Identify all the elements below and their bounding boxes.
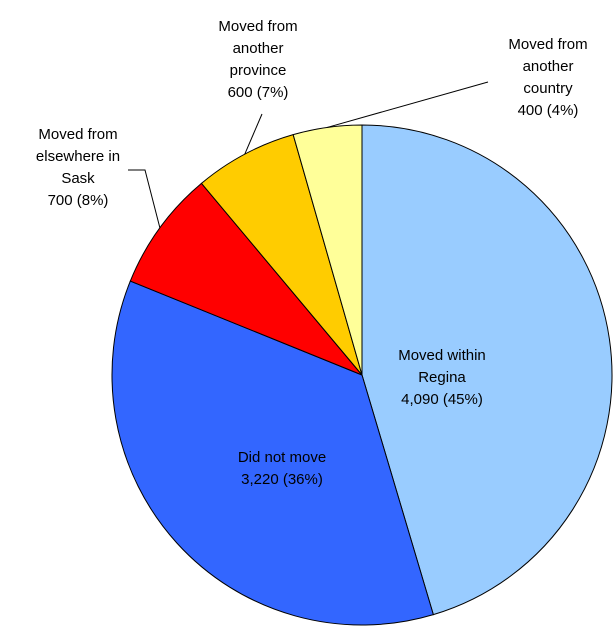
slice-label: Moved from another province 600 (7%) [208, 16, 308, 104]
leader-line [244, 113, 263, 155]
slice-name: Moved from elsewhere in Sask [35, 126, 121, 187]
slice-value: 700 (8%) [47, 192, 109, 209]
slice-label: Moved within Regina 4,090 (45%) [387, 345, 497, 411]
slice-value: 3,220 (36%) [241, 471, 323, 488]
slice-name: Moved within Regina [398, 347, 486, 386]
pie-slice [111, 280, 434, 626]
slice-name: Moved from another country [508, 36, 588, 97]
slice-label: Moved from another country 400 (4%) [498, 34, 598, 122]
slice-value: 4,090 (45%) [401, 391, 483, 408]
pie-slice [361, 124, 613, 616]
slice-value: 400 (4%) [517, 102, 579, 119]
slice-name: Moved from another province [218, 18, 298, 79]
slice-label: Moved from elsewhere in Sask 700 (8%) [28, 124, 128, 212]
slice-label: Did not move 3,220 (36%) [217, 447, 347, 491]
leader-line [128, 169, 161, 228]
slice-value: 600 (7%) [227, 84, 289, 101]
leader-line [327, 81, 489, 128]
slice-name: Did not move [237, 449, 327, 466]
pie-slice [292, 124, 363, 376]
